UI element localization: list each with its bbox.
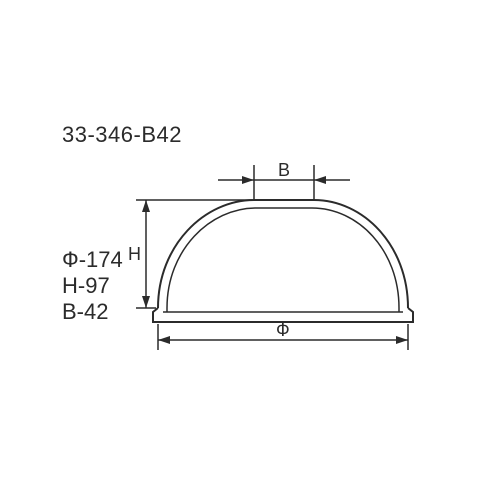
dim-h-arrow-bottom <box>142 296 150 308</box>
dim-phi-arrow-right <box>396 336 408 344</box>
technical-diagram: B H Ф <box>0 0 500 500</box>
dim-b-arrow-left <box>242 176 254 184</box>
dim-phi-label: Ф <box>276 320 290 340</box>
dim-b-label: B <box>278 160 290 180</box>
drawing-canvas: 33-346-B42 Ф-174 H-97 B-42 B H <box>0 0 500 500</box>
dim-h-label: H <box>128 244 141 264</box>
dome-outer <box>158 200 408 308</box>
dim-b-arrow-right <box>314 176 326 184</box>
dim-h-arrow-top <box>142 200 150 212</box>
dim-phi-arrow-left <box>158 336 170 344</box>
dome-inner <box>167 208 399 308</box>
